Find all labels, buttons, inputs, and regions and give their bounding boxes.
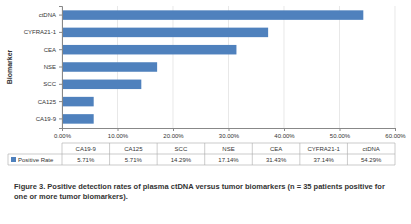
x-tick-mark (395, 128, 396, 131)
y-tick-label: CYFRA21-1 (24, 29, 57, 35)
bar (62, 10, 363, 20)
y-tick: SCC (43, 81, 62, 87)
table-rule (157, 143, 158, 165)
x-tick-label: 20.00% (163, 133, 184, 139)
table-header: CA19-9 (76, 146, 97, 152)
x-tick-mark (229, 128, 230, 131)
x-axis: 0.00% 10.00% 20.00% 30.00% 40.00% 50.00% 60.00… (54, 128, 406, 139)
x-tick-mark (173, 128, 174, 131)
data-table: CA19-9 CA125 SCC NSE CEA CYFRA21-1 ctDNA 5.71% 5… (8, 143, 395, 165)
y-tick-label: ctDNA (39, 12, 56, 18)
y-tick-mark (59, 67, 62, 68)
legend-swatch (11, 157, 16, 162)
table-rule (8, 165, 395, 166)
y-tick-label: CEA (44, 47, 56, 53)
x-tick-mark (284, 128, 285, 131)
grid (62, 6, 395, 128)
table-value: 37.14% (313, 157, 334, 163)
table-rule (204, 143, 205, 165)
x-tick: 40.00% (274, 128, 295, 139)
y-tick-label: CA125 (38, 99, 57, 105)
table-value: 5.71% (125, 157, 143, 163)
bar (62, 80, 141, 90)
table-rule (347, 143, 348, 165)
table-value: 31.43% (266, 157, 287, 163)
y-tick: CA125 (38, 99, 62, 105)
y-tick: NSE (44, 64, 62, 70)
x-tick-mark (118, 128, 119, 131)
table-header: NSE (222, 146, 234, 152)
table-header: ctDNA (363, 146, 380, 152)
y-tick: ctDNA (39, 12, 62, 18)
table-value: 17.14% (218, 157, 239, 163)
x-tick: 10.00% (108, 128, 129, 139)
bar (62, 45, 236, 55)
legend-entry: Positive Rate (18, 157, 54, 163)
table-value: 5.71% (77, 157, 95, 163)
table-header: CA125 (124, 146, 143, 152)
y-tick: CYFRA21-1 (24, 29, 62, 35)
x-tick: 0.00% (54, 128, 72, 139)
y-tick-mark (59, 32, 62, 33)
grid-line (284, 6, 285, 128)
bar (62, 28, 268, 38)
x-tick-label: 30.00% (219, 133, 240, 139)
table-rule (62, 143, 63, 165)
table-rule (299, 143, 300, 165)
bar (62, 114, 94, 124)
y-tick-label: SCC (43, 81, 56, 87)
x-tick-label: 50.00% (330, 133, 351, 139)
table-value: 14.29% (171, 157, 192, 163)
y-tick-mark (59, 15, 62, 16)
table-header: CYFRA21-1 (307, 146, 340, 152)
y-axis-line (59, 7, 63, 129)
y-axis-title: Biomarker (6, 49, 13, 84)
bar (62, 62, 157, 72)
x-tick-mark (340, 128, 341, 131)
x-tick-label: 60.00% (385, 133, 406, 139)
table-rule (62, 143, 395, 144)
y-tick-mark (59, 118, 62, 119)
grid-line (173, 6, 174, 128)
y-tick-label: NSE (44, 64, 56, 70)
table-value: 54.29% (361, 157, 382, 163)
table-rule (8, 154, 395, 155)
table-header: SCC (175, 146, 188, 152)
x-tick-label: 0.00% (54, 133, 72, 139)
y-tick-mark (59, 84, 62, 85)
bars (62, 10, 363, 123)
y-tick: CA19-9 (36, 116, 62, 122)
table-rule (395, 143, 396, 165)
table-rule (252, 143, 253, 165)
bar (62, 97, 94, 107)
caption: Figure 3. Positive detection rates of pl… (14, 182, 399, 202)
x-tick: 50.00% (330, 128, 351, 139)
x-tick-label: 40.00% (274, 133, 295, 139)
x-tick-label: 10.00% (108, 133, 129, 139)
x-tick: 60.00% (385, 128, 406, 139)
table-header: CEA (270, 146, 282, 152)
x-tick: 30.00% (219, 128, 240, 139)
y-tick-mark (59, 49, 62, 50)
grid-line (395, 6, 396, 128)
y-tick: CEA (44, 47, 62, 53)
y-tick-label: CA19-9 (36, 116, 57, 122)
table-rule (8, 154, 9, 165)
y-tick-mark (59, 101, 62, 102)
table-rule (109, 143, 110, 165)
y-axis: CA19-9 CA125 SCC NSE CEA CYFRA21-1 ctDNA (24, 7, 63, 129)
x-tick: 20.00% (163, 128, 184, 139)
x-axis-line (63, 129, 396, 132)
grid-line (228, 6, 229, 128)
grid-line (339, 6, 340, 128)
